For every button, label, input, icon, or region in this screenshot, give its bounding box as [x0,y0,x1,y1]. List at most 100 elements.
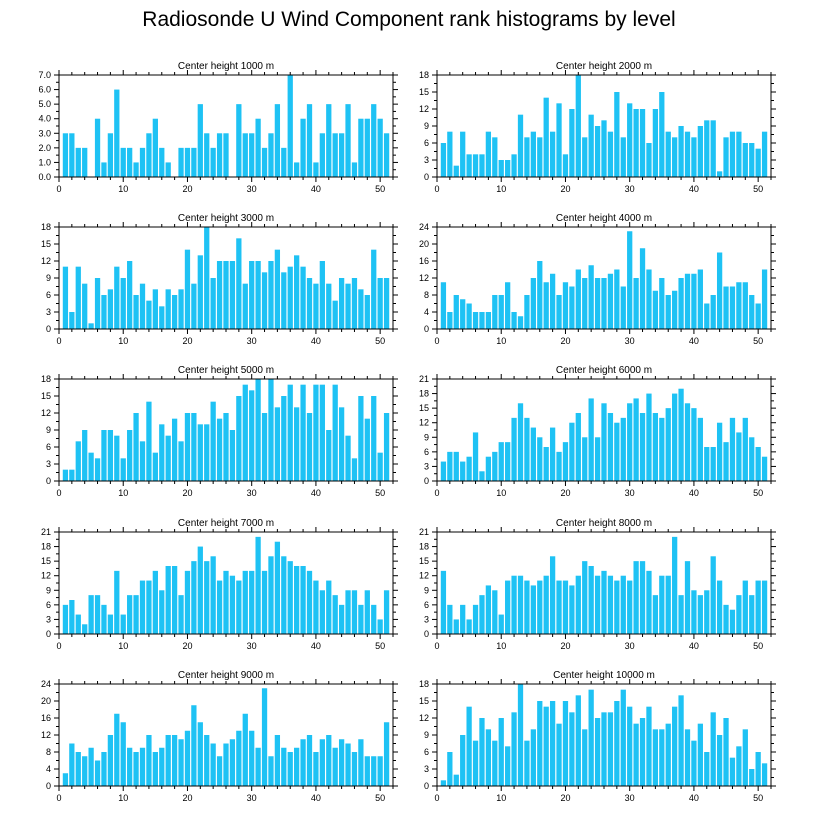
histogram-bar [440,780,447,786]
x-tick-label: 10 [496,641,506,651]
y-tick-label: 16 [41,713,51,723]
y-tick-label: 18 [41,374,51,384]
histogram-bar [294,566,300,634]
histogram-bar [377,619,383,634]
y-tick-label: 12 [419,273,429,283]
panel-title: Center height 6000 m [556,365,652,376]
y-tick-label: 12 [41,408,51,418]
histogram-bar [505,282,511,329]
y-tick-label: 12 [41,256,51,266]
histogram-bar [537,580,543,634]
histogram-bar [575,413,581,481]
figure-title: Radiosonde U Wind Component rank histogr… [142,8,676,31]
histogram-bar [594,278,601,329]
histogram-bar [492,740,498,786]
histogram-bar [127,261,133,329]
histogram-bar [646,570,652,634]
histogram-bar [659,729,665,786]
y-tick-label: 6 [424,600,429,610]
histogram-bar [358,604,364,634]
x-tick-label: 20 [560,641,570,651]
histogram-bar [75,441,81,481]
y-tick-label: 12 [419,571,429,581]
histogram-bar [543,575,549,634]
histogram-bar [627,231,633,329]
histogram-bar [755,303,761,329]
histogram-bar [242,133,248,177]
histogram-bar [485,312,492,329]
histogram-bar [440,461,447,481]
y-tick-label: 0 [46,781,51,791]
histogram-bar [684,729,691,786]
histogram-bar [268,756,274,786]
histogram-bar [82,756,88,786]
histogram-bar [665,723,671,786]
histogram-bar [485,131,492,177]
histogram-bar [646,269,652,329]
histogram-bar [223,261,229,329]
histogram-bar [82,147,88,177]
histogram-bar [742,580,748,634]
histogram-bar [742,417,748,481]
histogram-bar [306,104,313,177]
histogram-bar [736,282,742,329]
histogram-bar [216,261,223,329]
histogram-bar [620,417,626,481]
histogram-bar [345,283,351,329]
histogram-bar [358,118,364,177]
y-tick-label: 0 [424,172,429,182]
histogram-bar [94,760,101,786]
histogram-bar [300,266,306,329]
histogram-bar [88,323,94,329]
y-tick-label: 20 [419,239,429,249]
histogram-bar [614,269,620,329]
histogram-bar [601,278,607,329]
histogram-bar [472,312,479,329]
histogram-bar [75,266,81,329]
histogram-bar [607,273,614,329]
histogram-bar [633,278,639,329]
histogram-bar [127,747,133,786]
histogram-bar [749,769,755,786]
histogram-bar [358,289,364,329]
histogram-bar [479,154,485,177]
histogram-bar [440,570,447,634]
histogram-bar [371,249,377,329]
histogram-bar [447,312,453,329]
x-tick-label: 20 [560,488,570,498]
histogram-bar [236,396,242,481]
histogram-bar [543,97,549,177]
histogram-bar [171,735,178,786]
x-tick-label: 40 [311,336,321,346]
histogram-bar [133,295,139,329]
histogram-bar [723,137,729,177]
histogram-bar [326,104,332,177]
x-tick-label: 30 [625,641,635,651]
histogram-bar [582,561,588,634]
histogram-bar [268,133,274,177]
histogram-bar [319,133,325,177]
histogram-bar [723,604,729,634]
x-tick-label: 0 [56,793,61,803]
histogram-bar [549,556,556,634]
x-tick-label: 30 [625,488,635,498]
histogram-bar [300,739,306,786]
histogram-bar [197,424,203,481]
histogram-bar [127,147,133,177]
histogram-bar [101,430,107,481]
y-tick-label: 18 [41,222,51,232]
histogram-bar [716,422,723,481]
histogram-bar [672,706,678,786]
histogram-bar [659,417,665,481]
histogram-panel: Center height 6000 m 0 10 20 30 40 50 0 3 6 9 12 15 1… [419,365,776,498]
y-tick-label: 1.0 [38,157,51,167]
histogram-bar [313,283,319,329]
histogram-bar [749,295,755,329]
y-tick-label: 12 [419,713,429,723]
histogram-bar [607,131,614,177]
histogram-bar [704,303,710,329]
histogram-bar [313,162,319,177]
histogram-bar [383,590,390,634]
histogram-bar [287,266,293,329]
histogram-bar [678,278,684,329]
